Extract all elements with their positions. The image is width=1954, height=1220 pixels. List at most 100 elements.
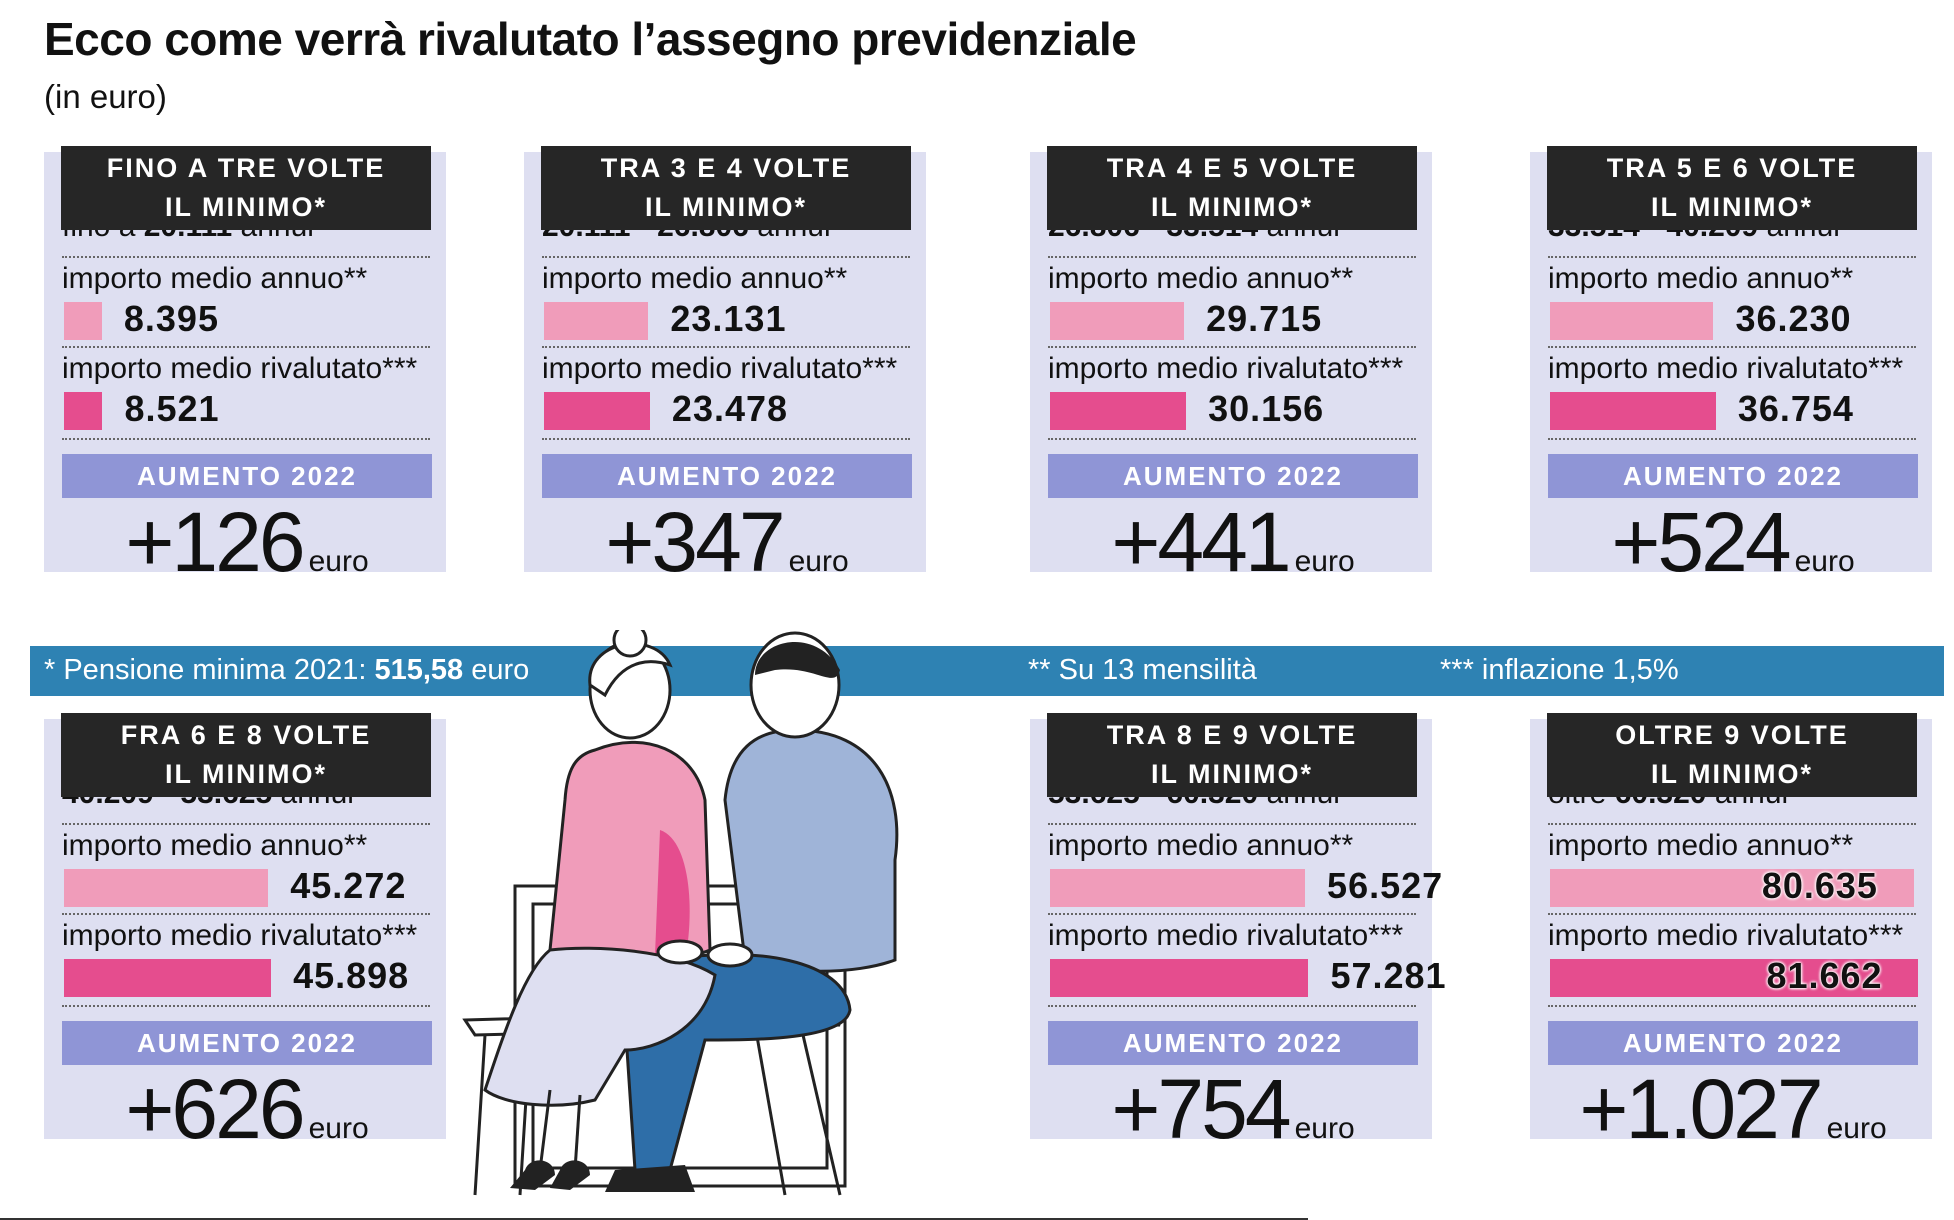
bracket-header-line2: IL MINIMO* xyxy=(1150,192,1313,222)
man-shoe xyxy=(605,1165,695,1192)
revalued-label: importo medio rivalutato*** xyxy=(1048,919,1404,952)
note-months: ** Su 13 mensilità xyxy=(1028,654,1257,686)
dotted-divider xyxy=(62,346,430,348)
chair-leg xyxy=(798,1021,842,1196)
revalued-value: 81.662 xyxy=(1766,955,1883,996)
increase-amount: +347 euro xyxy=(542,494,912,591)
increase-amount: +1.027 euro xyxy=(1548,1061,1918,1158)
bracket-header-line1: TRA 4 E 5 VOLTE xyxy=(1106,153,1358,183)
note-minimum: * Pensione minima 2021: 515,58 euro xyxy=(44,654,529,687)
annual-value: 36.230 xyxy=(1735,298,1852,339)
annual-value: 23.131 xyxy=(670,298,787,339)
increase-value: +1.027 xyxy=(1579,1062,1823,1156)
man-hair xyxy=(755,642,840,678)
annual-label: importo medio annuo** xyxy=(1048,829,1354,862)
dotted-divider xyxy=(542,256,910,258)
bracket-header: FINO A TRE VOLTE IL MINIMO* xyxy=(61,146,431,230)
increase-value: +754 xyxy=(1111,1062,1291,1156)
woman-hands xyxy=(656,939,704,965)
increase-value: +524 xyxy=(1611,495,1791,589)
bracket-header-line2: IL MINIMO* xyxy=(1650,192,1813,222)
annual-bar xyxy=(1550,302,1714,340)
revalued-bar xyxy=(1050,959,1309,997)
woman-shoe xyxy=(510,1160,555,1190)
revalued-bar xyxy=(64,959,272,997)
dotted-divider xyxy=(1048,823,1416,825)
dotted-divider xyxy=(62,1005,430,1007)
bracket-header-line1: FRA 6 E 8 VOLTE xyxy=(120,720,372,750)
increase-unit: euro xyxy=(1294,1112,1355,1145)
revalued-label: importo medio rivalutato*** xyxy=(62,352,418,385)
increase-amount: +524 euro xyxy=(1548,494,1918,591)
annual-value: 8.395 xyxy=(123,298,219,339)
dotted-divider xyxy=(1048,913,1416,915)
increase-unit: euro xyxy=(308,1112,369,1145)
bracket-header: TRA 5 E 6 VOLTE IL MINIMO* xyxy=(1547,146,1917,230)
increase-amount: +126 euro xyxy=(62,494,432,591)
note-inflation: *** inflazione 1,5% xyxy=(1440,654,1679,686)
dotted-divider xyxy=(1048,256,1416,258)
bracket-header-line2: IL MINIMO* xyxy=(1150,759,1313,789)
footnotes-band: * Pensione minima 2021: 515,58 euro ** S… xyxy=(30,646,1944,696)
dotted-divider xyxy=(1048,1005,1416,1007)
bracket-header-line2: IL MINIMO* xyxy=(644,192,807,222)
increase-header: AUMENTO 2022 xyxy=(542,454,912,498)
revalued-value: 57.281 xyxy=(1330,955,1447,996)
revalued-value: 45.898 xyxy=(293,955,410,996)
bracket-header: TRA 4 E 5 VOLTE IL MINIMO* xyxy=(1047,146,1417,230)
dotted-divider xyxy=(62,913,430,915)
increase-unit: euro xyxy=(308,545,369,578)
bracket-header-line1: FINO A TRE VOLTE xyxy=(106,153,386,183)
dotted-divider xyxy=(1048,346,1416,348)
increase-unit: euro xyxy=(1294,545,1355,578)
increase-header: AUMENTO 2022 xyxy=(1548,1021,1918,1065)
annual-label: importo medio annuo** xyxy=(62,262,368,295)
increase-header: AUMENTO 2022 xyxy=(62,454,432,498)
increase-header: AUMENTO 2022 xyxy=(1048,454,1418,498)
revalued-bar xyxy=(1550,959,1919,997)
man-hand xyxy=(706,942,754,968)
revalued-value: 23.478 xyxy=(671,388,789,429)
increase-header: AUMENTO 2022 xyxy=(1048,1021,1418,1065)
bracket-header: TRA 3 E 4 VOLTE IL MINIMO* xyxy=(541,146,911,230)
bracket-header: TRA 8 E 9 VOLTE IL MINIMO* xyxy=(1047,713,1417,797)
woman-hair-bun xyxy=(612,630,648,658)
dotted-divider xyxy=(62,438,430,440)
revalued-label: importo medio rivalutato*** xyxy=(1548,352,1904,385)
dotted-divider xyxy=(1548,256,1916,258)
annual-bar xyxy=(64,302,102,340)
increase-amount: +626 euro xyxy=(62,1061,432,1158)
revalued-bar xyxy=(544,392,650,430)
annual-bar xyxy=(544,302,649,340)
revalued-label: importo medio rivalutato*** xyxy=(1048,352,1404,385)
bracket-header-line1: OLTRE 9 VOLTE xyxy=(1615,720,1849,750)
increase-header: AUMENTO 2022 xyxy=(62,1021,432,1065)
increase-value: +626 xyxy=(125,1062,305,1156)
note-minimum-unit: euro xyxy=(471,654,530,686)
bracket-header-line1: TRA 3 E 4 VOLTE xyxy=(600,153,852,183)
annual-label: importo medio annuo** xyxy=(1548,829,1854,862)
dotted-divider xyxy=(542,346,910,348)
dotted-divider xyxy=(1548,823,1916,825)
increase-unit: euro xyxy=(788,545,849,578)
dotted-divider xyxy=(1548,913,1916,915)
annual-label: importo medio annuo** xyxy=(1548,262,1854,295)
annual-value: 45.272 xyxy=(290,865,407,906)
increase-unit: euro xyxy=(1826,1112,1887,1145)
revalued-value: 8.521 xyxy=(124,388,220,429)
bracket-header-line1: TRA 8 E 9 VOLTE xyxy=(1106,720,1358,750)
chair-leg xyxy=(473,1034,487,1196)
increase-amount: +754 euro xyxy=(1048,1061,1418,1158)
increase-header: AUMENTO 2022 xyxy=(1548,454,1918,498)
increase-unit: euro xyxy=(1794,545,1855,578)
woman-arm-shadow xyxy=(655,830,690,960)
annual-value: 80.635 xyxy=(1761,865,1878,906)
dotted-divider xyxy=(1548,1005,1916,1007)
increase-amount: +441 euro xyxy=(1048,494,1418,591)
bottom-rule xyxy=(0,1218,1308,1220)
revalued-value: 30.156 xyxy=(1208,388,1325,429)
note-minimum-value: 515,58 xyxy=(374,654,464,686)
dotted-divider xyxy=(62,823,430,825)
revalued-label: importo medio rivalutato*** xyxy=(542,352,898,385)
woman-shoe xyxy=(550,1160,590,1190)
